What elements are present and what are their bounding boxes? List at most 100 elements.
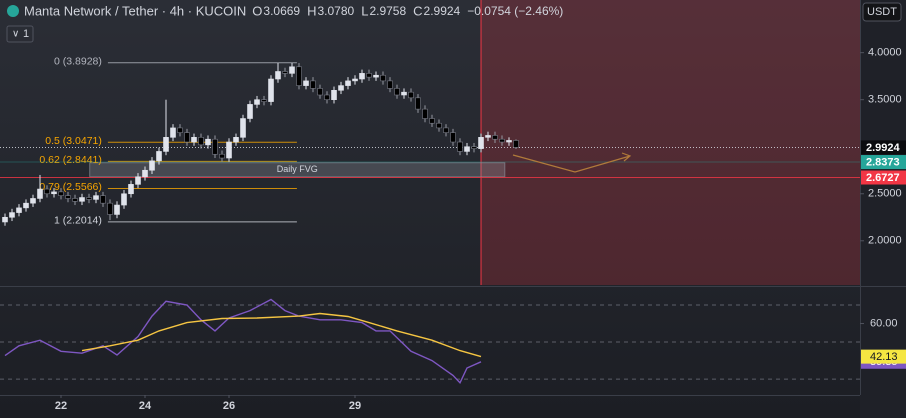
value-badge xyxy=(861,349,906,364)
fvg-box xyxy=(89,162,506,178)
price-badge-label: 2.6727 xyxy=(866,172,900,184)
candle-body xyxy=(9,212,15,218)
candle-body xyxy=(58,191,64,196)
candle-body xyxy=(93,195,99,200)
candle-body xyxy=(170,127,176,138)
ohlc-value: 2.9924 xyxy=(424,4,461,18)
candle-body xyxy=(156,151,162,162)
drawing-arrow xyxy=(512,152,632,173)
price-badge xyxy=(861,170,906,185)
candle-body xyxy=(23,202,29,209)
price-badge-label: 2.8373 xyxy=(866,156,900,168)
candle-body xyxy=(191,137,197,143)
fvg-label: Daily FVG xyxy=(277,164,318,174)
candle-body xyxy=(212,138,218,155)
candle-body xyxy=(324,94,330,101)
value-badge-label: 42.13 xyxy=(870,351,898,363)
candle-body xyxy=(268,78,274,102)
fib-label: 1 (2.2014) xyxy=(54,215,102,227)
y-tick-label: 60.00 xyxy=(870,317,898,329)
currency: USDT xyxy=(867,6,897,18)
fib-label: 0.5 (3.0471) xyxy=(45,135,102,147)
candle-body xyxy=(142,169,148,178)
candle-body xyxy=(16,207,22,213)
x-tick-label: 24 xyxy=(139,400,152,412)
y-tick-label: 4.0000 xyxy=(868,47,902,59)
candle-body xyxy=(51,191,57,195)
y-tick-label: 2.0000 xyxy=(868,235,902,247)
price-badge xyxy=(861,155,906,170)
ohlc-key: O xyxy=(252,3,262,18)
indicator-count: 1 xyxy=(23,28,29,40)
x-tick-label: 29 xyxy=(349,400,361,412)
candle-body xyxy=(261,99,267,102)
candle-body xyxy=(373,74,379,78)
zone xyxy=(481,0,860,285)
candle-body xyxy=(2,216,8,223)
y-tick-label: 2.5000 xyxy=(868,188,902,200)
fib-label: 0.79 (2.5566) xyxy=(39,181,101,193)
candle-body xyxy=(408,91,414,99)
candle-body xyxy=(422,108,428,119)
candle-body xyxy=(100,195,106,204)
candle-body xyxy=(177,127,183,133)
fib-label: 0.62 (2.8441) xyxy=(39,154,101,166)
candle-body xyxy=(149,160,155,171)
ohlc-key: L xyxy=(361,3,368,18)
candle-body xyxy=(128,184,134,195)
candle-body xyxy=(275,71,281,80)
candle-body xyxy=(457,141,463,152)
candle-body xyxy=(471,146,477,149)
candle-body xyxy=(198,137,204,146)
candle-body xyxy=(338,85,344,91)
candle-body xyxy=(450,132,456,143)
candle-body xyxy=(436,122,442,129)
candle-body xyxy=(163,137,169,152)
x-tick-label: 22 xyxy=(55,400,67,412)
candle-body xyxy=(345,80,351,86)
rsi-line xyxy=(81,312,482,358)
candle-body xyxy=(415,97,421,110)
candle-body xyxy=(107,202,113,215)
candle-body xyxy=(478,137,484,149)
ohlc-key: H xyxy=(307,3,316,18)
candle-body xyxy=(387,80,393,89)
candle-body xyxy=(121,193,127,206)
candle-body xyxy=(352,78,358,82)
candle-body xyxy=(331,89,337,101)
candle-body xyxy=(226,141,232,159)
candle-body xyxy=(380,74,386,82)
candle-body xyxy=(506,140,512,143)
symbol-icon xyxy=(7,5,19,17)
candle-body xyxy=(485,135,491,138)
candle-body xyxy=(499,138,505,143)
currency-box[interactable] xyxy=(862,2,902,22)
candle-body xyxy=(254,99,260,105)
candle-body xyxy=(65,195,71,199)
x-tick-label: 26 xyxy=(223,400,235,412)
candle-body xyxy=(366,73,372,78)
candle-body xyxy=(219,153,225,159)
candle-body xyxy=(79,197,85,202)
price-badge-label: 2.9924 xyxy=(866,142,901,154)
ohlc-value: 3.0669 xyxy=(263,4,300,18)
candle-body xyxy=(240,118,246,138)
candle-body xyxy=(317,88,323,96)
candle-body xyxy=(205,138,211,146)
ohlc-value: 3.0780 xyxy=(318,4,355,18)
candle-body xyxy=(30,198,36,204)
indicator-toggle[interactable] xyxy=(6,25,34,43)
ohlc-key: C xyxy=(413,3,422,18)
candle-body xyxy=(233,137,239,143)
ohlc-value: 2.9758 xyxy=(369,4,406,18)
candle-body xyxy=(310,80,316,89)
candle-body xyxy=(114,204,120,215)
candle-body xyxy=(184,132,190,143)
candle-body xyxy=(296,66,302,86)
price-axis-bg xyxy=(860,0,906,418)
candle-body xyxy=(359,73,365,80)
candle-body xyxy=(135,176,141,185)
candle-body xyxy=(44,188,50,195)
